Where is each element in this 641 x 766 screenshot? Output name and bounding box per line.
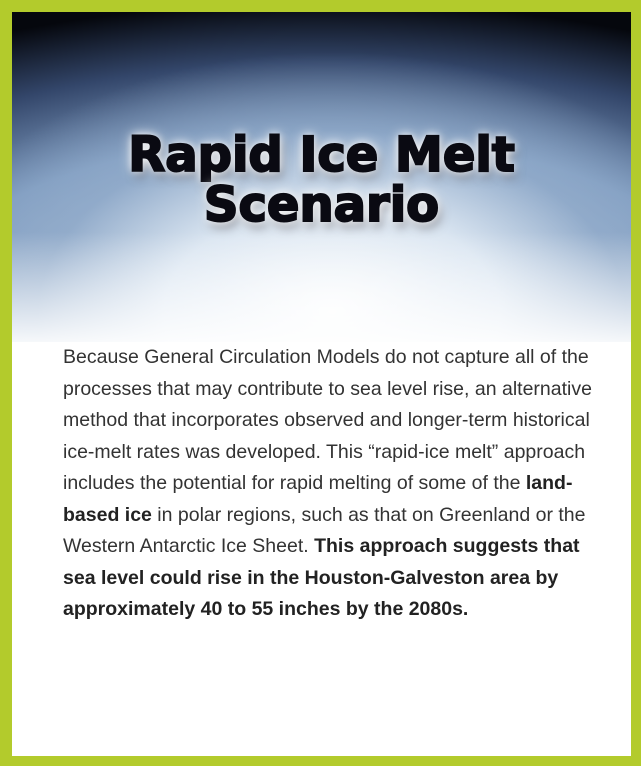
title-line: Rapid Ice Melt	[12, 130, 631, 180]
page: Rapid Ice MeltScenario Because General C…	[0, 0, 641, 766]
body-text: Because General Circulation Models do no…	[63, 342, 615, 626]
text: Because General Circulation Models do no…	[63, 346, 592, 494]
image-fade	[12, 232, 631, 352]
title-line: Scenario	[12, 180, 631, 230]
